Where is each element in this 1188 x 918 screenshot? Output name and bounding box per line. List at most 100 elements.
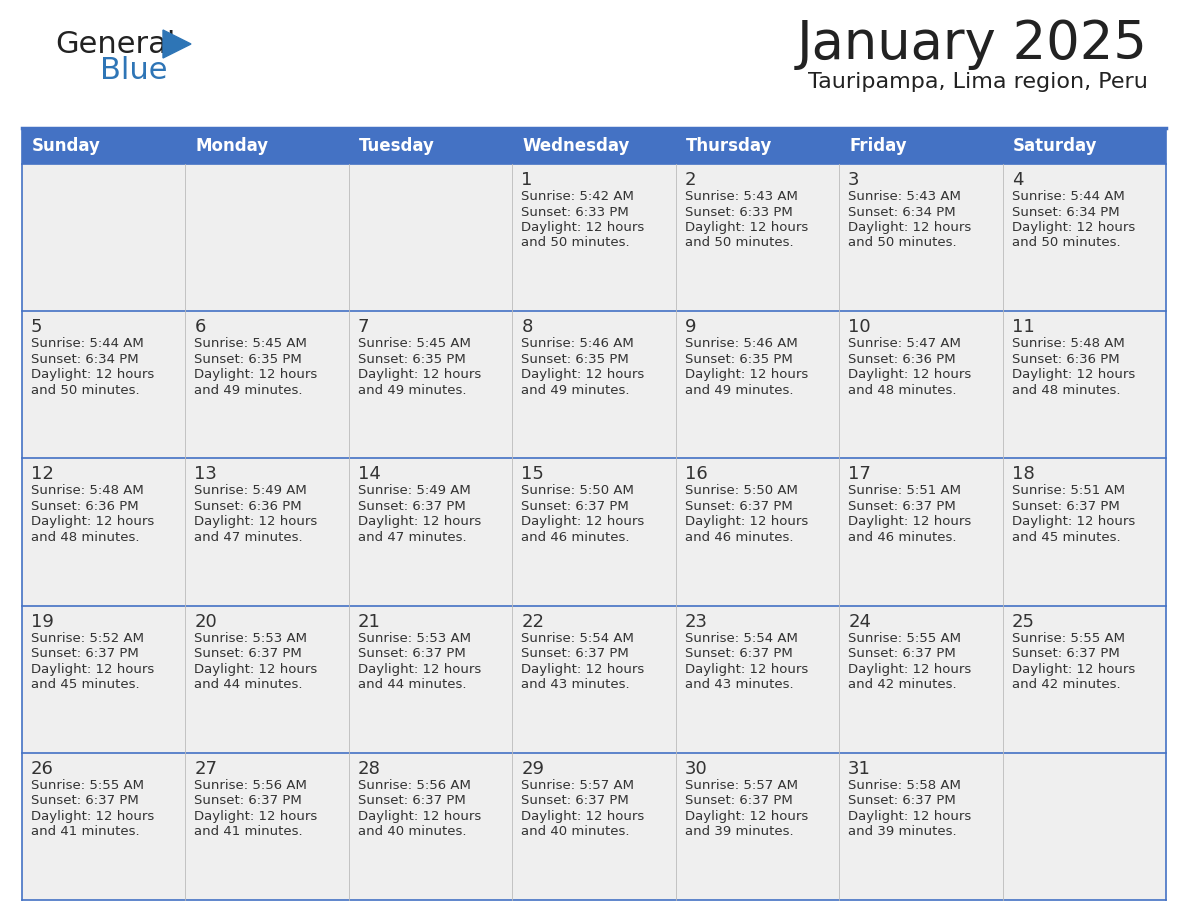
- Text: Daylight: 12 hours: Daylight: 12 hours: [195, 368, 317, 381]
- Text: Sunrise: 5:55 AM: Sunrise: 5:55 AM: [848, 632, 961, 644]
- Text: 7: 7: [358, 319, 369, 336]
- Text: Daylight: 12 hours: Daylight: 12 hours: [358, 663, 481, 676]
- Text: Sunrise: 5:45 AM: Sunrise: 5:45 AM: [358, 337, 470, 350]
- Text: and 50 minutes.: and 50 minutes.: [522, 237, 630, 250]
- Text: Sunset: 6:37 PM: Sunset: 6:37 PM: [1011, 500, 1119, 513]
- Text: Sunset: 6:37 PM: Sunset: 6:37 PM: [684, 500, 792, 513]
- Text: 31: 31: [848, 760, 871, 778]
- Text: Sunrise: 5:48 AM: Sunrise: 5:48 AM: [31, 485, 144, 498]
- Text: and 48 minutes.: and 48 minutes.: [31, 531, 139, 543]
- Text: 25: 25: [1011, 612, 1035, 631]
- Text: Sunset: 6:34 PM: Sunset: 6:34 PM: [31, 353, 139, 365]
- Text: Sunrise: 5:52 AM: Sunrise: 5:52 AM: [31, 632, 144, 644]
- Text: Sunrise: 5:57 AM: Sunrise: 5:57 AM: [684, 778, 797, 792]
- Text: Sunset: 6:37 PM: Sunset: 6:37 PM: [358, 647, 466, 660]
- Bar: [512, 753, 676, 900]
- Bar: [23, 606, 185, 753]
- Text: Daylight: 12 hours: Daylight: 12 hours: [522, 221, 645, 234]
- Text: 13: 13: [195, 465, 217, 484]
- Text: and 48 minutes.: and 48 minutes.: [1011, 384, 1120, 397]
- Text: 28: 28: [358, 760, 380, 778]
- Text: Daylight: 12 hours: Daylight: 12 hours: [684, 663, 808, 676]
- Text: 23: 23: [684, 612, 708, 631]
- Text: and 42 minutes.: and 42 minutes.: [1011, 678, 1120, 691]
- Text: Sunset: 6:35 PM: Sunset: 6:35 PM: [522, 353, 628, 365]
- Text: Sunrise: 5:46 AM: Sunrise: 5:46 AM: [684, 337, 797, 350]
- Text: Sunset: 6:35 PM: Sunset: 6:35 PM: [358, 353, 466, 365]
- Text: 6: 6: [195, 319, 206, 336]
- Text: and 50 minutes.: and 50 minutes.: [31, 384, 140, 397]
- Text: Sunset: 6:37 PM: Sunset: 6:37 PM: [522, 794, 628, 807]
- Bar: [349, 311, 512, 458]
- Text: Sunset: 6:37 PM: Sunset: 6:37 PM: [358, 500, 466, 513]
- Text: and 42 minutes.: and 42 minutes.: [848, 678, 956, 691]
- Text: Daylight: 12 hours: Daylight: 12 hours: [1011, 515, 1135, 529]
- Text: Wednesday: Wednesday: [523, 137, 630, 155]
- Text: Sunset: 6:37 PM: Sunset: 6:37 PM: [848, 794, 956, 807]
- Bar: [676, 458, 839, 606]
- Text: Daylight: 12 hours: Daylight: 12 hours: [195, 663, 317, 676]
- Text: 21: 21: [358, 612, 380, 631]
- Text: and 47 minutes.: and 47 minutes.: [358, 531, 467, 543]
- Bar: [676, 606, 839, 753]
- Text: and 46 minutes.: and 46 minutes.: [848, 531, 956, 543]
- Text: Sunday: Sunday: [32, 137, 101, 155]
- Text: 9: 9: [684, 319, 696, 336]
- Text: Sunrise: 5:55 AM: Sunrise: 5:55 AM: [31, 778, 144, 792]
- Text: Daylight: 12 hours: Daylight: 12 hours: [1011, 663, 1135, 676]
- Bar: [839, 311, 1003, 458]
- Text: Sunrise: 5:48 AM: Sunrise: 5:48 AM: [1011, 337, 1124, 350]
- Text: 26: 26: [31, 760, 53, 778]
- Text: Sunrise: 5:54 AM: Sunrise: 5:54 AM: [684, 632, 797, 644]
- Text: Sunset: 6:37 PM: Sunset: 6:37 PM: [848, 647, 956, 660]
- Text: Daylight: 12 hours: Daylight: 12 hours: [195, 515, 317, 529]
- Bar: [349, 606, 512, 753]
- Text: Sunrise: 5:57 AM: Sunrise: 5:57 AM: [522, 778, 634, 792]
- Text: Sunset: 6:37 PM: Sunset: 6:37 PM: [1011, 647, 1119, 660]
- Text: and 50 minutes.: and 50 minutes.: [1011, 237, 1120, 250]
- Text: 4: 4: [1011, 171, 1023, 189]
- Text: 29: 29: [522, 760, 544, 778]
- Text: 24: 24: [848, 612, 871, 631]
- Text: and 41 minutes.: and 41 minutes.: [31, 825, 140, 838]
- Bar: [185, 753, 349, 900]
- Text: Sunrise: 5:45 AM: Sunrise: 5:45 AM: [195, 337, 308, 350]
- Bar: [23, 311, 185, 458]
- Text: Tauripampa, Lima region, Peru: Tauripampa, Lima region, Peru: [808, 72, 1148, 92]
- Text: Sunset: 6:33 PM: Sunset: 6:33 PM: [522, 206, 628, 218]
- Bar: [23, 164, 185, 311]
- Text: Daylight: 12 hours: Daylight: 12 hours: [684, 515, 808, 529]
- Text: Daylight: 12 hours: Daylight: 12 hours: [522, 810, 645, 823]
- Text: and 49 minutes.: and 49 minutes.: [195, 384, 303, 397]
- Text: 17: 17: [848, 465, 871, 484]
- Bar: [676, 753, 839, 900]
- Text: Daylight: 12 hours: Daylight: 12 hours: [848, 515, 972, 529]
- Bar: [349, 458, 512, 606]
- Text: Tuesday: Tuesday: [359, 137, 435, 155]
- Bar: [23, 128, 185, 164]
- Text: and 40 minutes.: and 40 minutes.: [358, 825, 467, 838]
- Text: Sunrise: 5:44 AM: Sunrise: 5:44 AM: [1011, 190, 1124, 203]
- Text: Daylight: 12 hours: Daylight: 12 hours: [848, 810, 972, 823]
- Text: 15: 15: [522, 465, 544, 484]
- Text: Sunset: 6:37 PM: Sunset: 6:37 PM: [684, 647, 792, 660]
- Text: and 39 minutes.: and 39 minutes.: [848, 825, 956, 838]
- Bar: [1003, 164, 1165, 311]
- Text: and 46 minutes.: and 46 minutes.: [684, 531, 794, 543]
- Text: Sunset: 6:33 PM: Sunset: 6:33 PM: [684, 206, 792, 218]
- Text: Sunset: 6:37 PM: Sunset: 6:37 PM: [522, 647, 628, 660]
- Text: Sunrise: 5:53 AM: Sunrise: 5:53 AM: [358, 632, 470, 644]
- Text: 2: 2: [684, 171, 696, 189]
- Bar: [512, 164, 676, 311]
- Text: Sunset: 6:36 PM: Sunset: 6:36 PM: [31, 500, 139, 513]
- Text: Daylight: 12 hours: Daylight: 12 hours: [848, 368, 972, 381]
- Text: January 2025: January 2025: [797, 18, 1148, 70]
- Text: Sunset: 6:36 PM: Sunset: 6:36 PM: [848, 353, 956, 365]
- Bar: [23, 753, 185, 900]
- Text: Daylight: 12 hours: Daylight: 12 hours: [848, 221, 972, 234]
- Bar: [512, 606, 676, 753]
- Text: Daylight: 12 hours: Daylight: 12 hours: [358, 515, 481, 529]
- Text: Daylight: 12 hours: Daylight: 12 hours: [31, 810, 154, 823]
- Bar: [676, 128, 839, 164]
- Text: and 50 minutes.: and 50 minutes.: [684, 237, 794, 250]
